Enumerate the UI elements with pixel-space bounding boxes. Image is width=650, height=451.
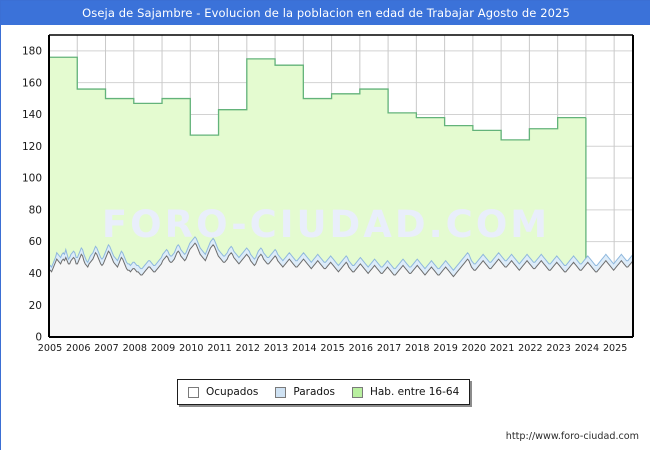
x-axis-tick: 2020 (462, 343, 486, 354)
footer-url[interactable]: http://www.foro-ciudad.com (505, 431, 639, 442)
y-axis-tick: 0 (35, 332, 42, 344)
x-axis-tick: 2007 (94, 343, 118, 354)
x-axis-tick: 2019 (433, 343, 457, 354)
legend-swatch-hab-16-64 (351, 386, 363, 398)
y-axis-tick: 160 (22, 77, 42, 89)
y-axis-tick: 60 (29, 236, 42, 248)
y-axis-tick: 100 (22, 173, 42, 185)
x-axis-tick: 2008 (123, 343, 147, 354)
x-axis-tick: 2021 (490, 343, 514, 354)
legend-item-hab-16-64[interactable]: Hab. entre 16-64 (351, 386, 460, 398)
x-axis-tick: 2010 (179, 343, 203, 354)
x-axis-tick: 2006 (66, 343, 90, 354)
x-axis-tick: 2024 (575, 343, 599, 354)
x-axis-tick: 2011 (207, 343, 231, 354)
y-axis-tick: 140 (22, 109, 42, 121)
x-axis-tick: 2005 (38, 343, 62, 354)
x-axis-tick: 2009 (151, 343, 175, 354)
legend-label-ocupados: Ocupados (206, 386, 259, 398)
legend-item-parados[interactable]: Parados (275, 386, 335, 398)
y-axis-tick: 80 (29, 204, 42, 216)
y-axis-tick: 40 (29, 268, 42, 280)
x-axis-tick: 2018 (405, 343, 429, 354)
x-axis-tick: 2023 (546, 343, 570, 354)
window-title-bar: Oseja de Sajambre - Evolucion de la pobl… (1, 1, 650, 25)
x-axis-tick: 2014 (292, 343, 316, 354)
x-axis-tick: 2016 (349, 343, 373, 354)
legend-swatch-ocupados (188, 386, 199, 398)
x-axis-tick: 2017 (377, 343, 401, 354)
y-axis-tick: 20 (29, 300, 42, 312)
y-axis-tick: 120 (22, 141, 42, 153)
legend-label-parados: Parados (293, 386, 335, 398)
y-axis-tick: 180 (22, 45, 42, 57)
x-axis-tick: 2025 (603, 343, 627, 354)
legend-item-ocupados[interactable]: Ocupados (188, 386, 258, 398)
legend-swatch-parados (275, 386, 287, 398)
page-title: Oseja de Sajambre - Evolucion de la pobl… (82, 6, 570, 20)
x-axis-tick: 2012 (236, 343, 260, 354)
x-axis-tick: 2022 (518, 343, 542, 354)
x-axis-tick: 2013 (264, 343, 288, 354)
legend-label-hab-16-64: Hab. entre 16-64 (369, 386, 460, 398)
x-axis-tick: 2015 (320, 343, 344, 354)
population-chart: 0 20 40 60 80 100 120 140 160 180 2005 2006 2007 2008… (22, 34, 634, 354)
chart-legend: Ocupados Parados Hab. entre 16-64 (177, 379, 471, 405)
